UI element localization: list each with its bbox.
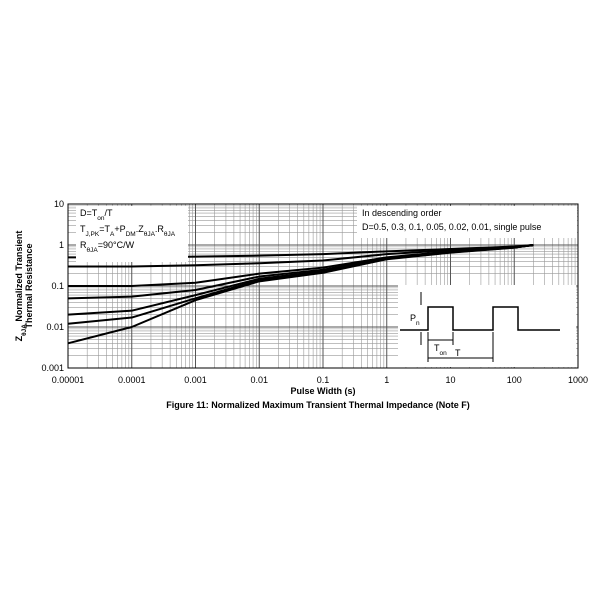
y-tick-label: 0.01 — [46, 322, 64, 332]
legend-text: In descending order — [362, 208, 442, 218]
curve — [67, 244, 534, 345]
label: Pn — [410, 313, 420, 327]
text-segment: T — [455, 348, 461, 358]
x-tick-label: 0.001 — [184, 375, 207, 385]
subscript: θJA — [21, 324, 28, 336]
text-segment: Thermal Resistance — [24, 243, 34, 328]
text-segment: T — [434, 343, 440, 353]
x-tick-label: 0.1 — [317, 375, 330, 385]
y-tick-label: 1 — [59, 240, 64, 250]
text-segment: .Z — [136, 224, 145, 234]
x-tick-label: 0.00001 — [52, 375, 85, 385]
pulse-waveform — [400, 306, 560, 331]
x-tick-label: 1000 — [568, 375, 588, 385]
x-tick-label: 10 — [445, 375, 455, 385]
x-tick-label: 0.01 — [250, 375, 268, 385]
subscript: DM — [126, 231, 136, 238]
y-tick-label: 10 — [54, 199, 64, 209]
y-tick-label: 0.001 — [41, 363, 64, 373]
text-segment: =T — [99, 224, 110, 234]
text-segment: /T — [105, 208, 114, 218]
label: D=Ton/T — [80, 208, 113, 222]
chart-title: Figure 11: Normalized Maximum Transient … — [166, 400, 470, 410]
text-segment: T — [80, 224, 86, 234]
inset-box — [398, 285, 576, 367]
note-box — [76, 206, 188, 262]
texts: 0.00001 0.0001 0.001 0.01 0.1 1 10 100 1000 0.001… — [14, 199, 588, 410]
label: ZθJA Normalized Transient — [14, 231, 28, 342]
subscript: on — [440, 350, 448, 357]
text-segment: Z — [14, 335, 24, 341]
text-segment: D=T — [80, 208, 98, 218]
text-segment: P — [410, 313, 416, 323]
label: Thermal Resistance — [24, 243, 34, 328]
subscript: A — [110, 231, 115, 238]
text-segment: .R — [155, 224, 165, 234]
label: RθJA=90°C/W — [80, 240, 135, 254]
text-segment: =90°C/W — [98, 240, 135, 250]
plot-frame — [67, 203, 579, 369]
legend-box — [357, 206, 577, 238]
subscript: θJA — [144, 231, 156, 238]
subscript: n — [416, 320, 420, 327]
label: Ton — [434, 343, 447, 357]
subscript: θJA — [87, 247, 99, 254]
y-tick-label: 0.1 — [51, 281, 64, 291]
x-axis-label: Pulse Width (s) — [291, 386, 356, 396]
x-tick-label: 0.0001 — [118, 375, 146, 385]
text-segment: +P — [114, 224, 125, 234]
legend-text: D=0.5, 0.3, 0.1, 0.05, 0.02, 0.01, singl… — [362, 222, 541, 232]
subscript: J,PK — [86, 231, 100, 238]
text-segment: Normalized Transient — [14, 231, 24, 325]
subscript: on — [97, 215, 105, 222]
x-tick-label: 1 — [384, 375, 389, 385]
curves — [67, 244, 534, 345]
label: TJ,PK=TA+PDM.ZθJA.RθJA — [80, 224, 176, 238]
label: T — [455, 348, 461, 358]
text-segment: R — [80, 240, 87, 250]
subscript: θJA — [164, 231, 176, 238]
inset — [398, 285, 576, 367]
x-tick-label: 100 — [507, 375, 522, 385]
